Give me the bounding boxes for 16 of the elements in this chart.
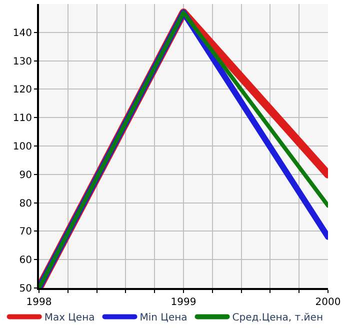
y-tick-label: 90 xyxy=(19,170,32,181)
legend-label: Min Цена xyxy=(140,312,188,324)
y-tick-label: 140 xyxy=(12,28,32,39)
y-tick-label: 130 xyxy=(12,56,32,68)
legend-label: Max Цена xyxy=(44,312,95,324)
y-tick-label: 80 xyxy=(19,198,32,210)
y-tick-label: 120 xyxy=(12,84,32,96)
y-tick-label: 70 xyxy=(19,226,32,238)
x-tick-label: 1999 xyxy=(170,297,196,308)
x-tick-label: 1998 xyxy=(26,297,52,308)
legend-label: Сред.Цена, т.йен xyxy=(232,312,323,324)
y-tick-label: 60 xyxy=(19,255,32,266)
y-tick-label: 100 xyxy=(12,142,32,152)
y-tick-label: 50 xyxy=(19,284,32,294)
x-tick-label: 2000 xyxy=(315,297,341,308)
y-tick-label: 110 xyxy=(12,113,32,124)
